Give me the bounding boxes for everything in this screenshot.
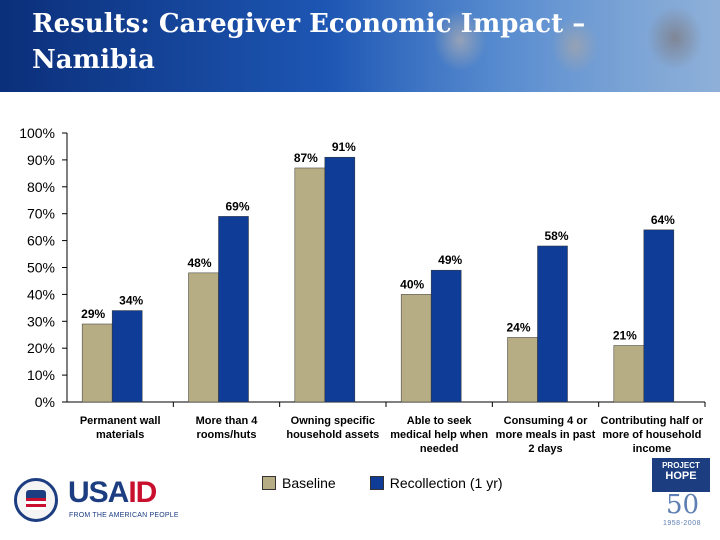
x-category-label: More than 4 bbox=[196, 415, 259, 427]
legend-label-baseline: Baseline bbox=[282, 475, 336, 491]
data-label: 64% bbox=[651, 213, 675, 227]
data-label: 87% bbox=[294, 151, 318, 165]
x-category-label: medical help when bbox=[390, 429, 488, 441]
project-hope-box: PROJECT HOPE bbox=[652, 458, 710, 492]
x-category-label: more of household bbox=[602, 429, 701, 441]
slide-header: Results: Caregiver Economic Impact – Nam… bbox=[0, 0, 720, 92]
x-category-label: household assets bbox=[286, 429, 379, 441]
usaid-logo: USAID FROM THE AMERICAN PEOPLE bbox=[14, 476, 184, 526]
chart-svg: 0% 10% 20% 30% 40% 50% 60% 70% 80% 90% 100% 29% 34% P… bbox=[19, 125, 706, 455]
y-tick-label: 30% bbox=[27, 313, 55, 329]
usaid-wordmark: USAID bbox=[68, 476, 157, 509]
y-tick-label: 90% bbox=[27, 152, 55, 168]
x-category-label: Permanent wall bbox=[80, 415, 161, 427]
chart-legend: Baseline Recollection (1 yr) bbox=[262, 474, 537, 492]
usaid-tagline: FROM THE AMERICAN PEOPLE bbox=[69, 512, 179, 519]
bar-baseline bbox=[507, 337, 538, 403]
legend-item-baseline: Baseline bbox=[262, 475, 336, 491]
legend-swatch-baseline bbox=[262, 476, 276, 490]
y-tick-label: 70% bbox=[27, 206, 55, 222]
bar-recollection bbox=[111, 310, 143, 403]
y-tick-label: 20% bbox=[27, 340, 55, 356]
bar-baseline bbox=[294, 167, 326, 403]
slide-title: Results: Caregiver Economic Impact – Nam… bbox=[32, 9, 586, 75]
bar-baseline bbox=[613, 345, 645, 403]
y-tick-label: 100% bbox=[19, 125, 55, 141]
project-hope-50: 50 bbox=[666, 490, 700, 520]
x-category-label: rooms/huts bbox=[197, 429, 257, 441]
data-label: 49% bbox=[438, 253, 462, 267]
legend-swatch-recollection bbox=[369, 476, 384, 490]
bar-chart: 0% 10% 20% 30% 40% 50% 60% 70% 80% 90% 100% 29% 34% P… bbox=[0, 118, 720, 498]
project-hope-years: 1958-2008 bbox=[663, 520, 701, 527]
x-category-label: Owning specific bbox=[291, 415, 375, 427]
bar-recollection bbox=[643, 229, 675, 403]
project-hope-logo: PROJECT HOPE 50 1958-2008 bbox=[652, 458, 712, 532]
bar-recollection bbox=[537, 245, 568, 403]
bar-recollection bbox=[218, 216, 249, 403]
data-label: 69% bbox=[225, 199, 249, 213]
y-tick-label: 10% bbox=[27, 367, 55, 383]
x-category-label: needed bbox=[420, 443, 459, 455]
x-category-label: 2 days bbox=[528, 443, 562, 455]
x-category-label: Able to seek bbox=[407, 415, 473, 427]
data-label: 21% bbox=[613, 329, 637, 343]
x-category-label: Contributing half or bbox=[601, 415, 704, 427]
data-label: 58% bbox=[544, 229, 568, 243]
y-tick-label: 60% bbox=[27, 233, 55, 249]
usaid-seal-icon bbox=[14, 478, 58, 522]
bar-recollection bbox=[430, 269, 462, 403]
x-category-label: Consuming 4 or bbox=[504, 415, 588, 427]
header-photo bbox=[340, 0, 720, 92]
y-tick-label: 0% bbox=[35, 394, 55, 410]
bar-baseline bbox=[81, 323, 113, 403]
legend-item-recollection: Recollection (1 yr) bbox=[369, 475, 503, 491]
legend-label-recollection: Recollection (1 yr) bbox=[389, 475, 503, 491]
y-tick-label: 80% bbox=[27, 179, 55, 195]
x-category-label: more meals in past bbox=[496, 429, 596, 441]
bar-baseline bbox=[188, 272, 219, 403]
bar-recollection bbox=[324, 156, 356, 403]
data-label: 48% bbox=[187, 256, 211, 270]
data-label: 29% bbox=[81, 307, 105, 321]
data-label: 91% bbox=[332, 140, 356, 154]
y-tick-label: 50% bbox=[27, 260, 55, 276]
data-label: 24% bbox=[506, 320, 530, 334]
y-tick-label: 40% bbox=[27, 286, 55, 302]
x-category-label: materials bbox=[96, 429, 144, 441]
data-label: 34% bbox=[119, 294, 143, 308]
data-label: 40% bbox=[400, 277, 424, 291]
x-category-label: income bbox=[633, 443, 672, 455]
bar-baseline bbox=[400, 294, 432, 403]
